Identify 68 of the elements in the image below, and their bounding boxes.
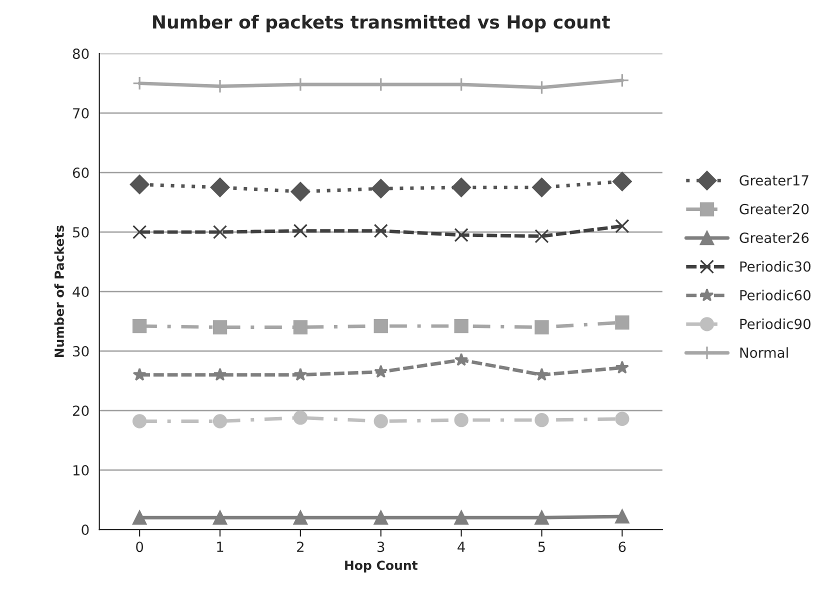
point [615,360,629,374]
point [615,315,630,330]
x-tick-label: 5 [538,542,545,552]
point [132,414,147,428]
point [615,509,630,524]
point [213,368,227,381]
legend-label: Greater20 [740,204,809,214]
point [454,412,468,428]
x-tick-label: 6 [618,542,626,552]
point [212,320,228,334]
y-tick-label: 50 [73,227,89,238]
point [132,318,147,334]
chart-title: Number of packets transmitted vs Hop count [153,14,610,32]
x-axis-title: Hop Count [345,560,418,572]
y-tick-label: 0 [82,524,89,536]
point [374,414,388,428]
x-tick-label: 0 [136,542,144,552]
y-axis-title: Number of Packets [54,226,64,358]
legend-label: Normal [740,347,788,358]
point [293,410,308,425]
x-tick-label: 3 [378,542,384,552]
y-tick-label: 20 [72,406,89,416]
point [534,510,549,525]
point [212,510,228,525]
legend-label: Periodic90 [740,318,810,330]
point [132,224,147,240]
point [132,368,146,381]
point [212,224,228,240]
x-tick-label: 4 [458,542,465,552]
point [534,229,549,244]
point [374,510,388,525]
legend-label: Greater17 [740,175,808,186]
point [454,228,468,242]
legend-label: Periodic60 [740,290,810,300]
y-tick-label: 80 [72,48,89,60]
point [534,412,549,428]
point [454,318,468,334]
point [615,219,630,234]
point [612,172,632,192]
point [454,352,468,366]
point [374,224,388,238]
point [290,182,310,202]
x-tick-label: 1 [217,542,224,552]
point [293,320,308,334]
point [534,320,549,334]
point [293,510,308,525]
point [371,178,391,198]
y-tick-label: 30 [73,346,89,357]
point [212,414,228,428]
point [210,178,230,198]
point [130,174,150,194]
point [532,178,552,198]
point [294,368,308,381]
legend-label: Greater26 [740,232,809,244]
y-tick-label: 70 [73,108,89,119]
y-tick-label: 40 [72,286,89,298]
point [615,412,630,426]
point [534,368,549,381]
point [293,224,308,238]
legend-label: Periodic30 [740,261,810,272]
point [374,318,388,334]
y-tick-label: 10 [73,465,89,476]
x-tick-label: 2 [297,542,304,552]
point [454,510,468,525]
point [374,364,388,378]
y-tick-label: 60 [72,168,89,178]
point [132,510,147,525]
point [452,178,471,198]
